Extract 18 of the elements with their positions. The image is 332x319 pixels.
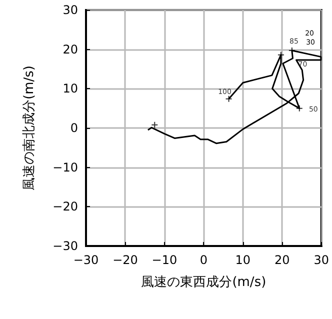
x-tick-label: −30 [73, 253, 99, 267]
y-axis-title: 風速の南北成分(m/s) [22, 66, 37, 190]
x-tick-label: −10 [152, 253, 178, 267]
y-tick-label: 20 [62, 42, 78, 56]
x-tick-label: 0 [200, 253, 208, 267]
y-tick-label: −10 [52, 160, 78, 174]
x-tick-label: 10 [235, 253, 251, 267]
x-axis-title: 風速の東西成分(m/s) [141, 275, 266, 290]
y-tick-label: 0 [70, 121, 78, 135]
point [151, 121, 158, 128]
x-tick-label: −20 [112, 253, 138, 267]
x-tick-label: 20 [274, 253, 290, 267]
point [296, 104, 303, 112]
x-tick-label: 30 [314, 253, 330, 267]
y-tick-label: 30 [62, 3, 78, 17]
y-tick-label: −20 [52, 200, 78, 214]
y-tick-label: 10 [62, 82, 78, 96]
y-tick-label: −30 [52, 239, 78, 253]
